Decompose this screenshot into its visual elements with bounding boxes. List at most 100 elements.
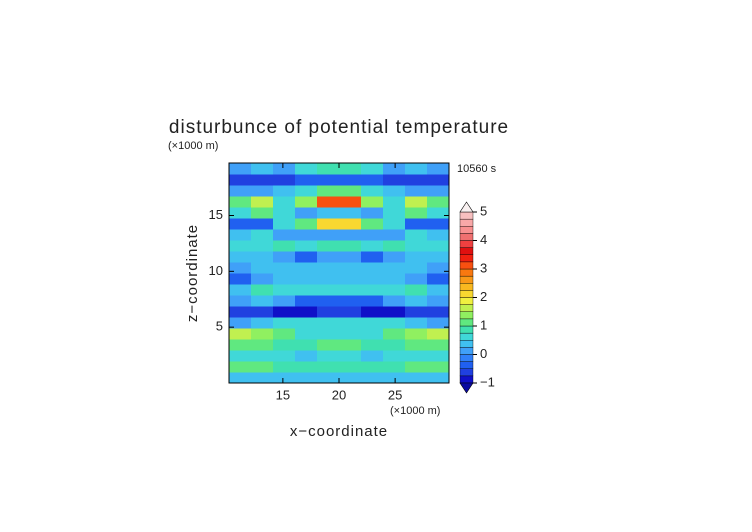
cell — [251, 196, 274, 208]
cell — [339, 284, 362, 296]
cell — [361, 262, 384, 274]
cell — [361, 306, 384, 318]
cell — [339, 174, 362, 186]
colorbar-tick-label: 2 — [480, 289, 487, 304]
cell — [273, 361, 296, 373]
cell — [273, 207, 296, 219]
cell — [405, 251, 428, 263]
cell — [317, 229, 340, 241]
cell — [317, 240, 340, 252]
cell — [273, 284, 296, 296]
cell — [339, 350, 362, 362]
cell — [295, 163, 318, 175]
cell — [273, 339, 296, 351]
cell — [317, 372, 340, 384]
chart-title: disturbunce of potential temperature — [169, 117, 509, 138]
x-unit: (×1000 m) — [390, 405, 440, 417]
cell — [273, 196, 296, 208]
cell — [361, 339, 384, 351]
cell — [383, 185, 406, 197]
cell — [317, 185, 340, 197]
y-tick-label: 15 — [209, 207, 223, 222]
cell — [229, 251, 252, 263]
cell — [251, 229, 274, 241]
cell — [229, 350, 252, 362]
cell — [251, 273, 274, 285]
cell — [383, 251, 406, 263]
cell — [251, 339, 274, 351]
cell — [295, 196, 318, 208]
cell — [361, 284, 384, 296]
cell — [251, 317, 274, 329]
time-label: 10560 s — [457, 163, 497, 175]
cell — [273, 372, 296, 384]
colorbar-tick-label: 0 — [480, 346, 487, 361]
cell — [251, 218, 274, 230]
cell — [427, 273, 450, 285]
cell — [383, 284, 406, 296]
y-tick-label: 10 — [209, 263, 223, 278]
cell — [405, 372, 428, 384]
colorbar-band — [459, 347, 474, 355]
cell — [295, 350, 318, 362]
cell — [295, 306, 318, 318]
cell — [317, 196, 340, 208]
x-tick-label: 25 — [388, 387, 402, 402]
cell — [383, 306, 406, 318]
cell — [383, 361, 406, 373]
x-tick-label: 20 — [332, 387, 346, 402]
cell — [427, 185, 450, 197]
cell — [317, 262, 340, 274]
cell — [427, 306, 450, 318]
cell — [229, 273, 252, 285]
cell — [339, 317, 362, 329]
cell — [405, 262, 428, 274]
cell — [339, 273, 362, 285]
cell — [251, 306, 274, 318]
cell — [361, 350, 384, 362]
colorbar-band — [459, 283, 474, 291]
cell — [405, 196, 428, 208]
cell — [383, 207, 406, 219]
cell — [317, 273, 340, 285]
cell — [361, 317, 384, 329]
cell — [229, 207, 252, 219]
cell — [427, 251, 450, 263]
cell — [229, 218, 252, 230]
y-axis-label: z−coordinate — [184, 224, 201, 322]
overlay: 15 20 25 5 10 15 −1 0 1 2 3 4 5 — [209, 162, 495, 402]
cell — [273, 262, 296, 274]
cell — [405, 350, 428, 362]
cell — [295, 273, 318, 285]
cell — [427, 240, 450, 252]
cell — [427, 284, 450, 296]
cell — [251, 284, 274, 296]
cell — [295, 251, 318, 263]
cell — [339, 185, 362, 197]
colorbar-band — [459, 311, 474, 320]
cell — [339, 306, 362, 318]
colorbar-band — [459, 325, 474, 334]
cell — [251, 251, 274, 263]
cell — [405, 240, 428, 252]
cell — [317, 361, 340, 373]
cell — [273, 251, 296, 263]
colorbar-over — [459, 201, 474, 213]
cell — [427, 339, 450, 351]
colorbar-tick-label: 5 — [480, 203, 487, 218]
cell — [251, 207, 274, 219]
cell — [405, 328, 428, 340]
cell — [273, 317, 296, 329]
cell — [405, 174, 428, 186]
cell — [339, 339, 362, 351]
cell — [229, 185, 252, 197]
cell — [295, 229, 318, 241]
colorbar-tick-label: −1 — [480, 374, 495, 389]
cell — [427, 350, 450, 362]
cell — [383, 240, 406, 252]
cell — [383, 372, 406, 384]
colorbar-band — [459, 332, 474, 341]
cell — [383, 229, 406, 241]
cell — [295, 262, 318, 274]
cell — [317, 306, 340, 318]
